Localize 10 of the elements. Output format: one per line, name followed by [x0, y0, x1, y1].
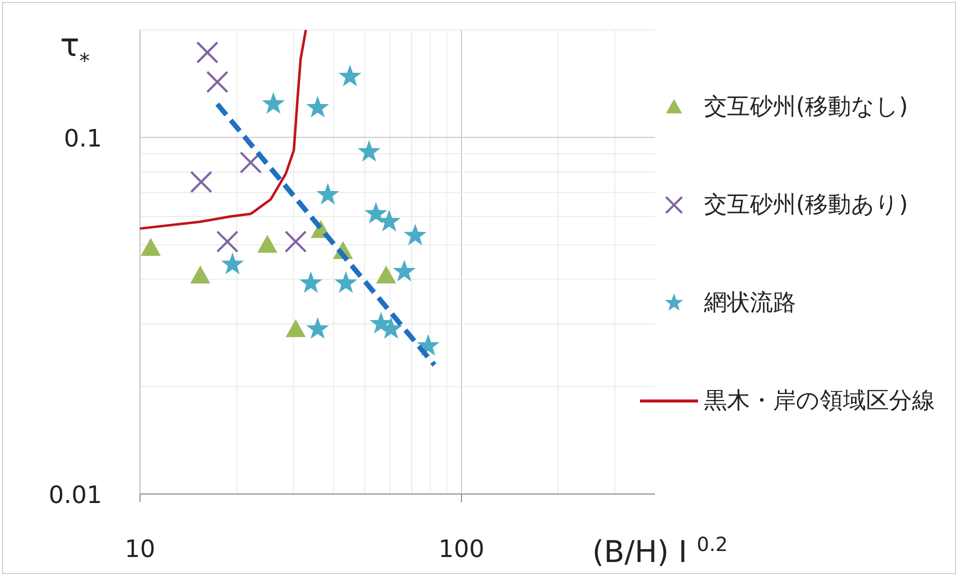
legend-label: 交互砂州(移動あり): [704, 191, 909, 220]
legend-label: 黒木・岸の領域区分線: [704, 387, 936, 416]
y-axis-title: τ$_{*}$: [60, 26, 90, 73]
x-tick-label: 10: [124, 535, 156, 563]
x-axis-title: (B/H) I $^{0.2}$: [592, 532, 728, 570]
legend-label: 交互砂州(移動なし): [704, 93, 909, 122]
y-tick-label: 0.1: [64, 124, 102, 152]
x-tick-label: 100: [438, 535, 484, 563]
legend-label: 網状流路: [704, 289, 797, 318]
y-tick-label: 0.01: [48, 481, 102, 509]
